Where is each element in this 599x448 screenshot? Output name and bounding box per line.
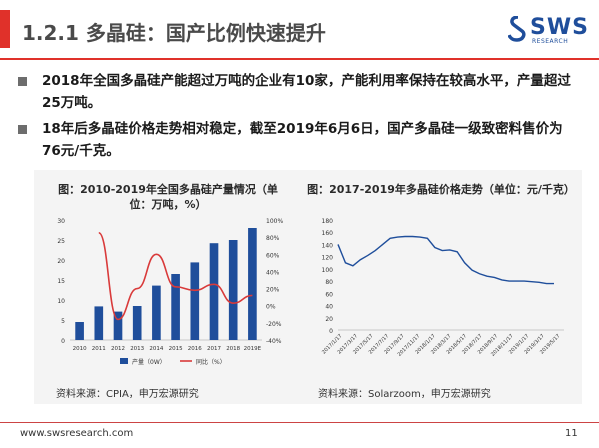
y2-tick-label: 20% [266, 287, 280, 294]
y-tick-label: 30 [57, 218, 65, 225]
y-tick-label: 100 [322, 267, 334, 274]
footer-url[interactable]: www.swsresearch.com [20, 428, 134, 439]
bar [132, 306, 142, 340]
header-bar [0, 0, 599, 58]
y2-tick-label: -20% [266, 321, 282, 328]
price-chart: 0204060801001201401601802017/1/172017/3/… [321, 218, 564, 358]
y2-tick-label: 60% [266, 252, 280, 259]
x-tick-label: 2014 [149, 346, 163, 352]
bar [228, 240, 238, 340]
x-tick-label: 2012 [111, 346, 125, 352]
bullet-2-text: 18年后多晶硅价格走势相对稳定，截至2019年6月6日，国产多晶硅一级致密料售价… [42, 121, 563, 159]
logo-subtext: RESEARCH [532, 38, 569, 45]
bar [94, 306, 104, 340]
logo-text: SWS [530, 15, 589, 40]
y-tick-label: 20 [325, 316, 333, 323]
bar [152, 285, 161, 340]
y2-tick-label: 100% [266, 218, 283, 225]
x-tick-label: 2013 [130, 346, 144, 352]
legend-bar-label: 产量（0W） [132, 358, 166, 366]
y-tick-label: 15 [57, 278, 65, 285]
bullet-2: 18年后多晶硅价格走势相对稳定，截至2019年6月6日，国产多晶硅一级致密料售价… [18, 118, 580, 162]
production-chart: 0 5 10 15 20 25 30 -40% -20% 0% 20% 40% 60% 80% 100% 20… [57, 218, 283, 366]
y-tick-label: 120 [322, 255, 334, 262]
y2-tick-label: -40% [266, 338, 282, 345]
y-tick-label: 20 [57, 258, 65, 265]
x-tick-label: 2019E [244, 346, 262, 352]
y2-tick-label: 40% [266, 269, 280, 276]
right-source: 资料来源：Solarzoom，申万宏源研究 [318, 389, 491, 400]
bullet-square-icon [18, 77, 27, 86]
y2-tick-label: 0% [266, 304, 276, 311]
y-tick-label: 60 [325, 291, 333, 298]
legend-line-label: 同比（%） [196, 358, 226, 366]
y2-tick-label: 80% [266, 235, 280, 242]
y-tick-label: 80 [325, 279, 333, 286]
x-tick-label: 2010 [73, 346, 87, 352]
bullet-1: 2018年全国多晶硅产能超过万吨的企业有10家，产能利用率保持在较高水平，产量超… [18, 70, 580, 114]
y-tick-label: 180 [322, 218, 334, 225]
charts-panel [34, 170, 582, 404]
legend-bar-swatch [120, 358, 128, 364]
bar [113, 311, 123, 340]
y-tick-label: 5 [61, 318, 65, 325]
left-source: 资料来源：CPIA，申万宏源研究 [56, 389, 199, 400]
y-tick-label: 160 [322, 230, 334, 237]
y-tick-label: 0 [61, 338, 65, 345]
y-tick-label: 10 [57, 298, 65, 305]
bullet-square-icon [18, 125, 27, 134]
footer-divider [0, 422, 599, 423]
bar [75, 322, 84, 340]
x-tick-label: 2011 [92, 346, 106, 352]
bullet-1-text: 2018年全国多晶硅产能超过万吨的企业有10家，产能利用率保持在较高水平，产量超… [42, 73, 571, 111]
x-tick-label: 2015 [169, 346, 183, 352]
bar [190, 262, 200, 340]
bar [171, 274, 180, 340]
x-tick-label: 2017 [207, 346, 221, 352]
title-divider [0, 58, 599, 60]
sws-logo-icon [508, 16, 526, 42]
left-chart-caption: 图：2010-2019年全国多晶硅产量情况（单位：万吨，%） [58, 183, 278, 211]
x-tick-label: 2018 [226, 346, 240, 352]
title-accent-bar [0, 10, 10, 48]
yoy-line [98, 232, 253, 321]
y-tick-label: 140 [322, 242, 334, 249]
y-tick-label: 0 [329, 328, 333, 335]
x-tick-label: 2016 [188, 346, 202, 352]
page-number: 11 [565, 428, 578, 439]
price-line [337, 235, 554, 285]
y-tick-label: 40 [325, 304, 333, 311]
bar [209, 243, 219, 340]
y-tick-label: 25 [57, 238, 65, 245]
page-title: 1.2.1 多晶硅：国产比例快速提升 [22, 21, 326, 45]
bar [248, 228, 257, 340]
right-chart-caption: 图：2017-2019年多晶硅价格走势（单位：元/千克） [307, 183, 575, 196]
